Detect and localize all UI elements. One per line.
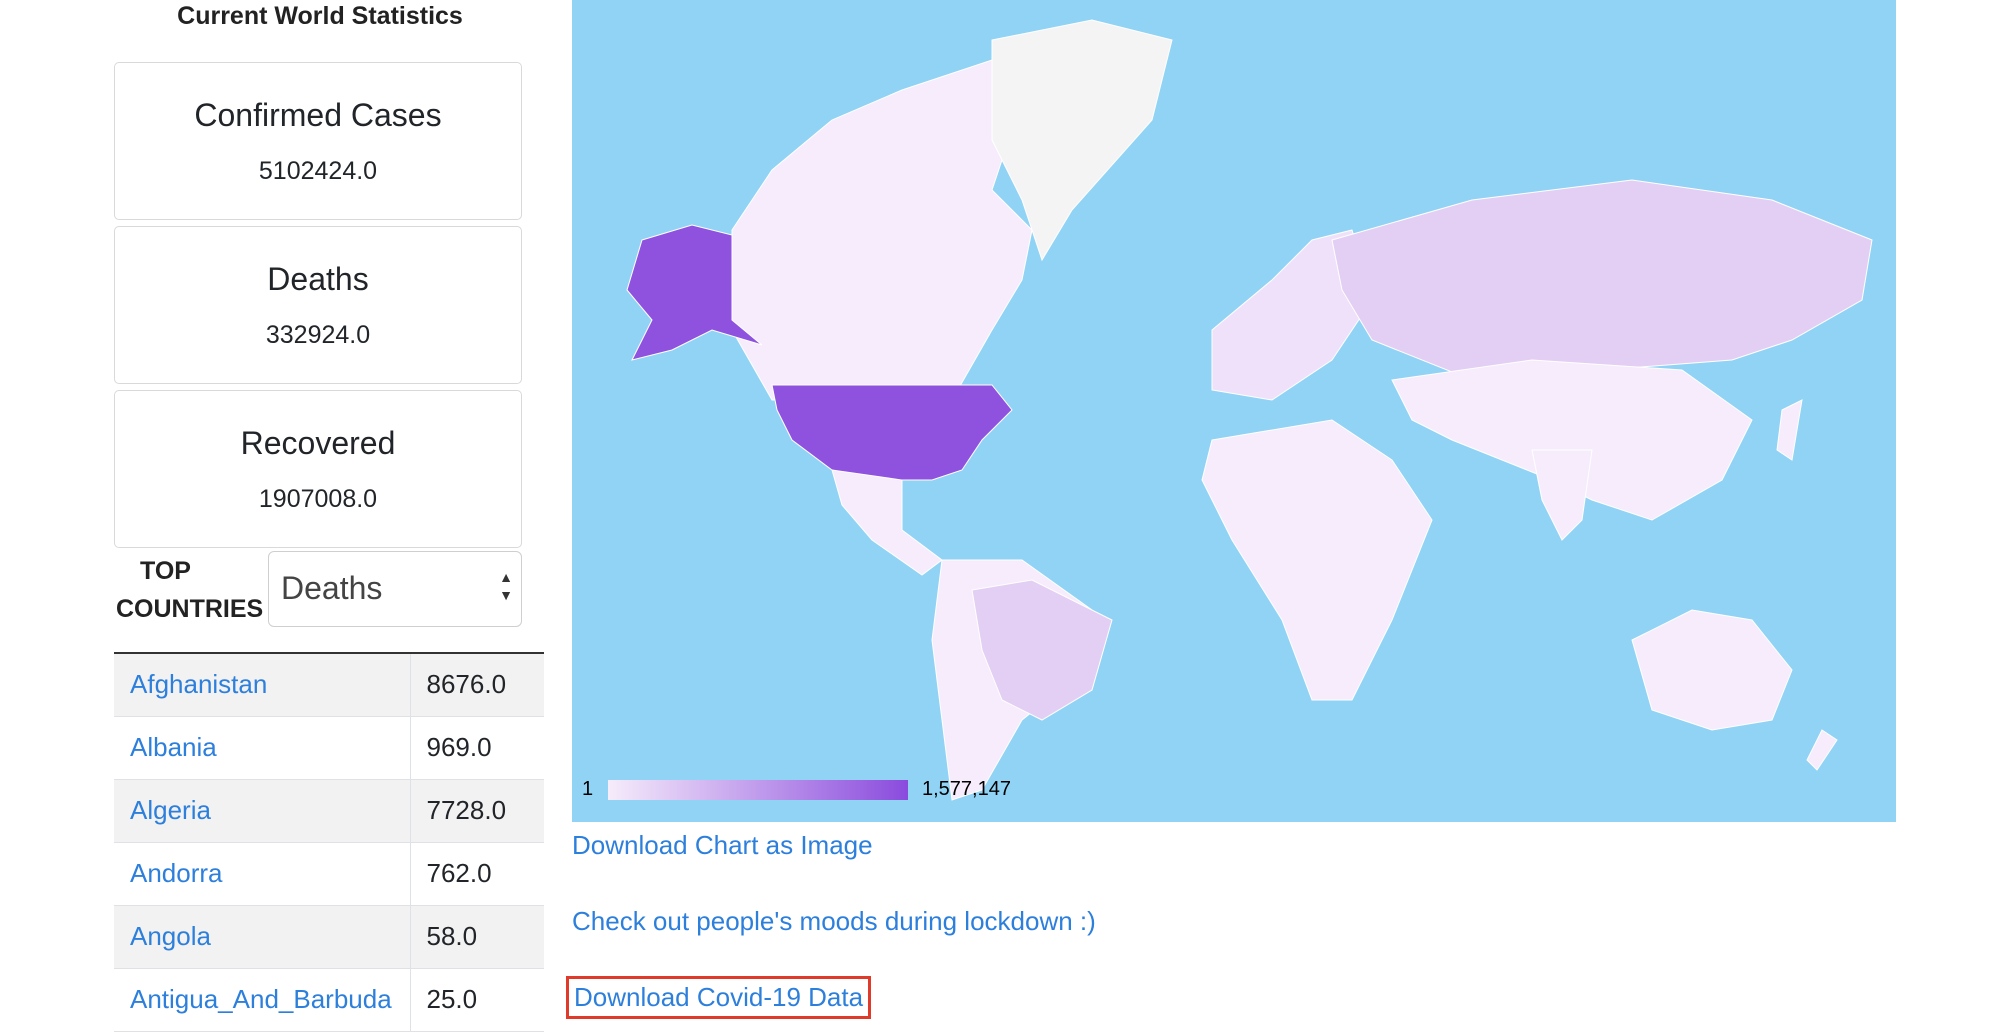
recovered-value: 1907008.0: [258, 485, 378, 513]
confirmed-cases-value: 5102424.0: [258, 157, 378, 185]
region-brazil: [971, 579, 1113, 721]
country-link[interactable]: Albania: [114, 716, 410, 780]
table-row: Angola 58.0: [114, 905, 544, 969]
legend-gradient: [608, 780, 908, 800]
table-row: Andorra 762.0: [114, 842, 544, 906]
country-link[interactable]: Angola: [114, 905, 410, 969]
moods-link[interactable]: Check out people's moods during lockdown…: [572, 906, 1096, 936]
confirmed-cases-label: Confirmed Cases: [194, 97, 442, 133]
download-data-link[interactable]: Download Covid-19 Data: [565, 976, 872, 1019]
country-link[interactable]: Algeria: [114, 779, 410, 843]
region-central-america: [831, 469, 943, 576]
top-countries-label-line1: TOP: [140, 557, 191, 585]
top-countries-table: Afghanistan 8676.0 Albania 969.0 Algeria…: [114, 652, 544, 1032]
deaths-label: Deaths: [267, 261, 369, 297]
table-row: Antigua_And_Barbuda 25.0: [114, 968, 544, 1032]
country-link[interactable]: Afghanistan: [114, 653, 410, 717]
region-new-zealand: [1806, 729, 1838, 771]
country-value: 25.0: [409, 968, 544, 1032]
country-value: 7728.0: [409, 779, 544, 843]
table-row: Albania 969.0: [114, 716, 544, 780]
top-countries-label-line2: COUNTRIES: [116, 595, 264, 623]
country-value: 58.0: [409, 905, 544, 969]
region-usa: [771, 384, 1013, 481]
world-statistics-title: Current World Statistics: [177, 2, 463, 30]
region-alaska: [626, 224, 763, 361]
table-row: Algeria 7728.0: [114, 779, 544, 843]
table-row: Afghanistan 8676.0: [114, 653, 544, 717]
top-countries-label: TOP COUNTRIES: [116, 552, 263, 628]
metric-select[interactable]: Deaths ▲ ▼: [268, 551, 522, 627]
metric-select-value: Deaths: [281, 570, 383, 606]
country-link[interactable]: Antigua_And_Barbuda: [114, 968, 410, 1032]
download-chart-link[interactable]: Download Chart as Image: [572, 830, 873, 860]
recovered-label: Recovered: [240, 425, 396, 461]
recovered-card: Recovered 1907008.0: [114, 390, 522, 548]
country-link[interactable]: Andorra: [114, 842, 410, 906]
deaths-value: 332924.0: [265, 321, 371, 349]
legend-max-label: 1,577,147: [922, 778, 1011, 800]
region-africa: [1201, 419, 1433, 701]
world-map-shapes: [626, 19, 1873, 801]
region-russia: [1331, 179, 1873, 381]
region-india: [1531, 449, 1593, 541]
country-value: 8676.0: [409, 653, 544, 717]
deaths-card: Deaths 332924.0: [114, 226, 522, 384]
select-arrows-icon: ▲ ▼: [499, 569, 513, 603]
confirmed-cases-card: Confirmed Cases 5102424.0: [114, 62, 522, 220]
legend-min-label: 1: [582, 778, 594, 800]
region-greenland: [991, 19, 1173, 262]
world-map[interactable]: 1 1,577,147: [572, 0, 1896, 822]
region-australia: [1631, 609, 1793, 731]
region-japan: [1776, 399, 1803, 461]
country-value: 969.0: [409, 716, 544, 780]
country-value: 762.0: [409, 842, 544, 906]
region-asia: [1391, 359, 1753, 521]
